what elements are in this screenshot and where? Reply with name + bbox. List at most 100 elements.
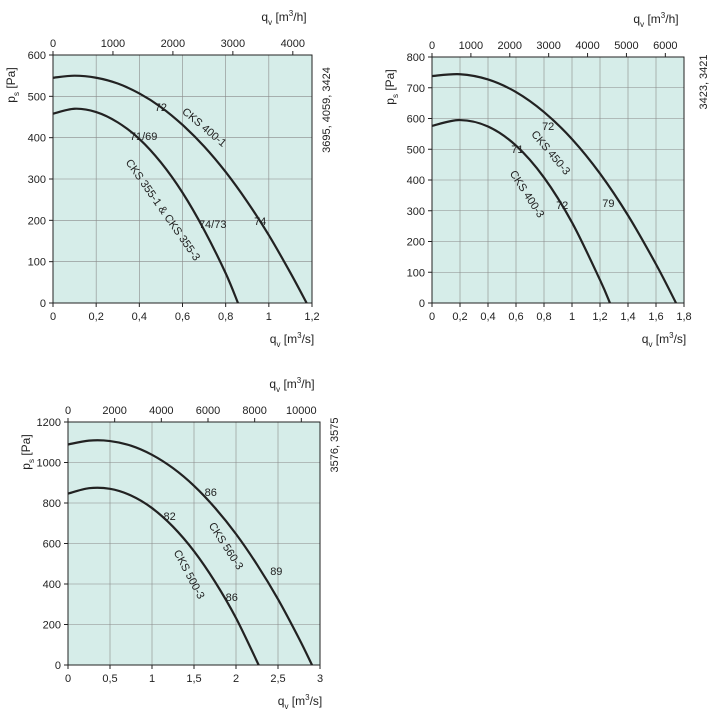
axis-title-part: 3 — [669, 331, 674, 340]
axis-title: ps [Pa] — [19, 434, 36, 469]
x-tick-label: 0,4 — [132, 311, 147, 323]
x2-tick-label: 8000 — [242, 405, 266, 417]
axis-title-part: /s] — [674, 332, 687, 346]
axis-title: ps [Pa] — [383, 69, 400, 104]
y-tick-label: 100 — [28, 257, 46, 269]
x-tick-label: 0 — [429, 311, 435, 323]
axis-title-part: v — [268, 18, 272, 27]
x-tick-label: 1,8 — [676, 311, 691, 323]
plot-frame — [52, 54, 313, 304]
y-tick-label: 800 — [43, 498, 61, 510]
annotation: 89 — [270, 566, 282, 578]
y-tick-label: 400 — [407, 175, 425, 187]
x2-tick-label: 6000 — [196, 405, 220, 417]
axis-title-part: [m — [280, 332, 297, 346]
y-tick-label: 800 — [407, 52, 425, 64]
axis-title: qv [m3/s] — [270, 331, 314, 349]
axis-title-part: 3 — [289, 9, 294, 18]
annotation: 86 — [226, 592, 238, 604]
x2-tick-label: 4000 — [575, 40, 599, 52]
x-tick-label: 1,6 — [648, 311, 663, 323]
axis-title-part: [m — [272, 10, 289, 24]
y-tick-label: 1200 — [37, 417, 61, 429]
annotation: 72 — [556, 200, 568, 212]
x-tick-label: 0,6 — [175, 311, 190, 323]
annotation: 71/69 — [130, 131, 158, 143]
axis-title-part: p — [19, 463, 33, 470]
x-tick-label: 1,5 — [186, 673, 201, 685]
y-tick-label: 400 — [43, 579, 61, 591]
axis-title-part: v — [640, 20, 644, 29]
x-tick-label: 3 — [317, 673, 323, 685]
axis-title-part: v — [276, 340, 280, 349]
fan-curve — [52, 74, 308, 304]
y-tick-label: 100 — [407, 267, 425, 279]
axis-title-part: q — [261, 10, 268, 24]
x2-tick-label: 0 — [429, 40, 435, 52]
x2-tick-label: 2000 — [102, 405, 126, 417]
axis-title-part: q — [270, 332, 277, 346]
fan-curve — [431, 73, 677, 304]
x2-tick-label: 0 — [50, 38, 56, 50]
annotation: 74/73 — [199, 219, 227, 231]
axis-title-part: [Pa] — [4, 67, 18, 92]
axis-title-part: 3 — [305, 693, 310, 702]
axis-title-part: q — [633, 12, 640, 26]
axis-title-part: q — [269, 377, 276, 391]
y-tick-label: 200 — [407, 237, 425, 249]
y-tick-label: 0 — [40, 298, 46, 310]
y-tick-label: 500 — [28, 91, 46, 103]
axis-title: qv [m3/h] — [261, 9, 306, 27]
x-tick-label: 2,5 — [270, 673, 285, 685]
fan-curve — [52, 107, 239, 304]
y-tick-label: 400 — [28, 133, 46, 145]
annotation: 86 — [205, 487, 217, 499]
y-tick-label: 300 — [28, 174, 46, 186]
axis-title-part: 3 — [297, 376, 302, 385]
y-tick-label: 0 — [419, 298, 425, 310]
y-tick-label: 600 — [28, 50, 46, 62]
x2-tick-label: 5000 — [614, 40, 638, 52]
axis-title: qv [m3/h] — [269, 376, 314, 394]
x2-tick-label: 1000 — [101, 38, 125, 50]
annotation: 71 — [511, 144, 523, 156]
x-tick-label: 0,2 — [89, 311, 104, 323]
x2-tick-label: 3000 — [221, 38, 245, 50]
x-tick-label: 0,8 — [218, 311, 233, 323]
annotation: 79 — [602, 198, 614, 210]
axis-title-part: p — [383, 98, 397, 105]
y-tick-label: 600 — [43, 539, 61, 551]
x-tick-label: 1,4 — [620, 311, 635, 323]
x-tick-label: 1 — [266, 311, 272, 323]
x2-tick-label: 1000 — [459, 40, 483, 52]
y-tick-label: 200 — [43, 620, 61, 632]
x2-tick-label: 4000 — [149, 405, 173, 417]
y-tick-label: 200 — [28, 215, 46, 227]
x-tick-label: 1,2 — [304, 311, 319, 323]
annotation: 74 — [254, 216, 266, 228]
x-tick-label: 0,4 — [480, 311, 495, 323]
axis-title-part: v — [284, 702, 288, 711]
x-tick-label: 0,6 — [508, 311, 523, 323]
axis-title-part: [m — [288, 694, 305, 708]
axis-title: qv [m3/s] — [278, 693, 322, 711]
axis-title-part: s — [12, 92, 21, 96]
axis-title: qv [m3/h] — [633, 11, 678, 29]
x2-tick-label: 10000 — [286, 405, 317, 417]
x-tick-label: 0,5 — [102, 673, 117, 685]
axis-title-part: [m — [280, 377, 297, 391]
code-label: 3695, 4059, 3424 — [321, 67, 333, 153]
plot-frame — [431, 56, 685, 304]
axis-title-part: s — [391, 94, 400, 98]
x-tick-label: 1 — [569, 311, 575, 323]
x-tick-label: 0,8 — [536, 311, 551, 323]
x-tick-label: 0,2 — [452, 311, 467, 323]
axis-title-part: 3 — [297, 331, 302, 340]
y-tick-label: 300 — [407, 206, 425, 218]
y-tick-label: 600 — [407, 114, 425, 126]
y-tick-label: 500 — [407, 144, 425, 156]
axis-title-part: /h] — [293, 10, 306, 24]
x-tick-label: 0 — [65, 673, 71, 685]
axis-title-part: p — [4, 96, 18, 103]
